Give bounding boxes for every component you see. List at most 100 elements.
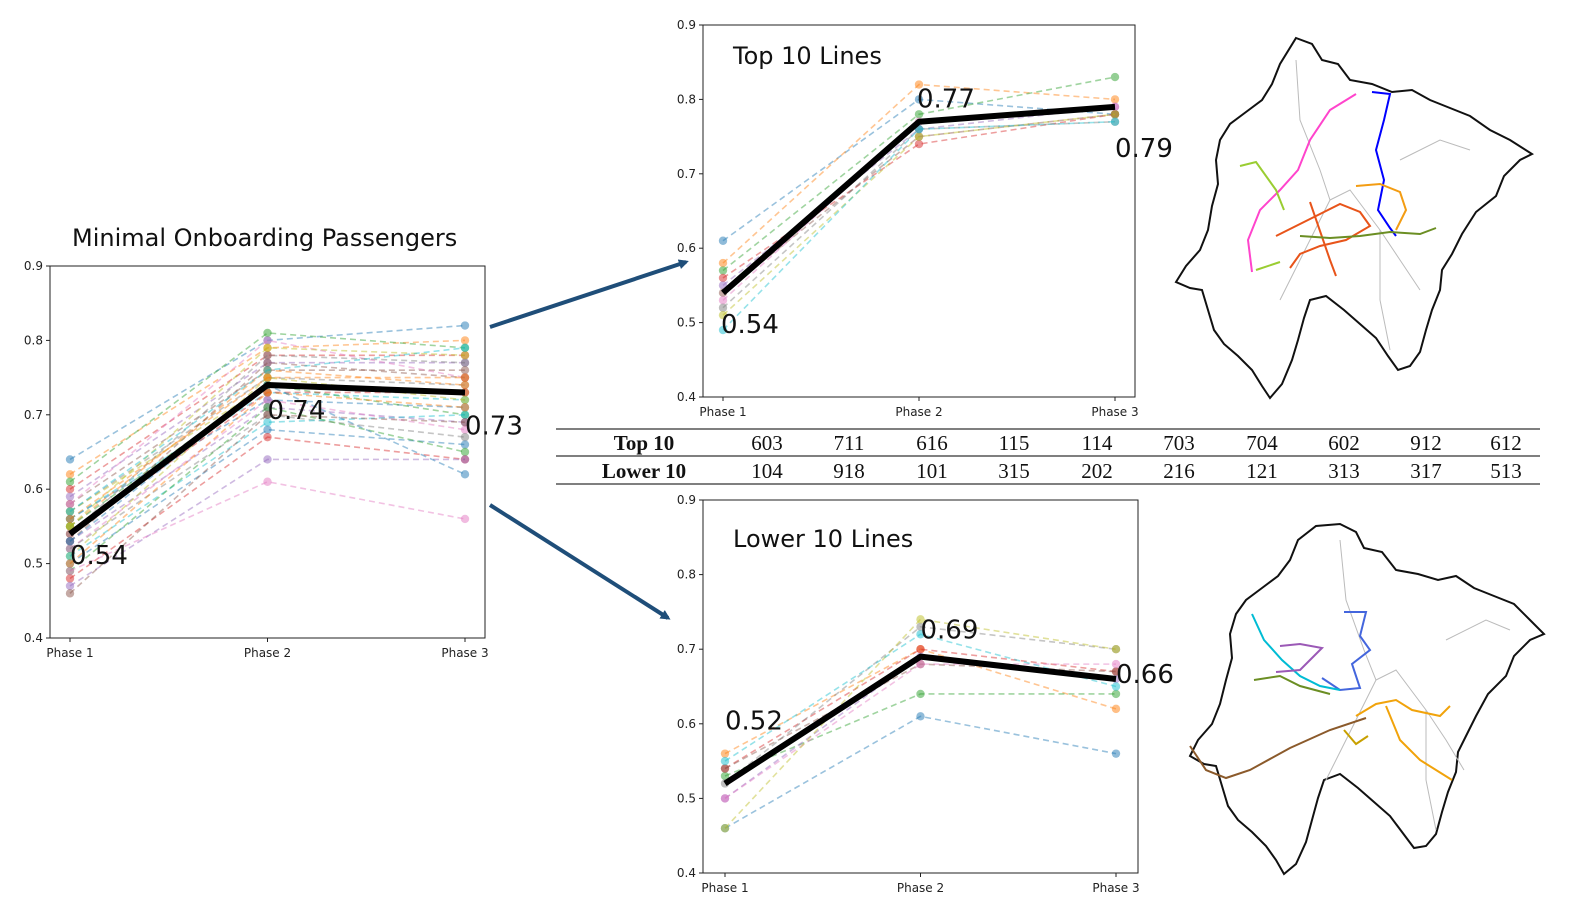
route-amber	[1355, 698, 1453, 781]
series-point	[1111, 704, 1121, 714]
series-point	[263, 395, 272, 405]
series-line	[69, 406, 466, 542]
series-line	[724, 715, 1117, 829]
series-point	[916, 615, 925, 624]
series-point	[460, 432, 470, 442]
x-tick-label: Phase 2	[895, 405, 942, 419]
y-tick-label: 0.7	[677, 642, 696, 656]
average-label: 0.77	[917, 85, 975, 115]
series-point	[460, 358, 470, 367]
series-point	[460, 514, 470, 524]
series-point	[65, 522, 75, 531]
table-cell: 115	[999, 431, 1030, 455]
table-cell: 703	[1163, 431, 1195, 455]
series-point	[263, 351, 272, 360]
series-point	[718, 273, 728, 283]
route-pink	[1246, 93, 1357, 273]
y-tick-label: 0.6	[677, 241, 696, 255]
series-point	[263, 328, 272, 338]
x-tick-label: Phase 2	[897, 881, 944, 895]
series-line	[69, 369, 465, 505]
series-point	[718, 236, 728, 245]
series-point	[720, 824, 730, 833]
average-label: 0.54	[721, 310, 779, 340]
series-point	[720, 756, 730, 766]
arrow-to-top10	[489, 259, 689, 329]
series-point	[263, 455, 272, 464]
route-lime	[1239, 160, 1285, 271]
series-point	[65, 507, 75, 516]
series-point	[263, 388, 272, 397]
series-point	[718, 325, 728, 335]
series-point	[263, 373, 272, 382]
y-tick-label: 0.6	[677, 717, 696, 731]
minimal-onboarding-chart: Minimal Onboarding Passengers 0.4 0.5 0.6 0.…	[24, 224, 523, 660]
series-point	[460, 365, 470, 375]
y-tick-label: 0.8	[677, 568, 696, 582]
average-label: 0.54	[70, 541, 128, 571]
table-cell: 313	[1328, 459, 1360, 483]
series-point	[263, 358, 272, 367]
series-point	[263, 477, 272, 486]
table-row-label: Top 10	[614, 431, 675, 455]
series-point	[914, 132, 924, 141]
series-point	[263, 336, 272, 345]
line-ids-table: Top 10 603 711 616 115 114 703 704 602 912 612 Lowe…	[556, 428, 1540, 485]
y-tick-label: 0.8	[24, 333, 43, 347]
route-olive	[1253, 674, 1331, 695]
table-cell: 121	[1246, 459, 1278, 483]
x-tick-label: Phase 1	[46, 646, 93, 660]
chart-title: Minimal Onboarding Passengers	[72, 224, 457, 252]
x-tick-label: Phase 1	[701, 881, 748, 895]
series-point	[1111, 689, 1121, 699]
x-tick-label: Phase 3	[1091, 405, 1138, 419]
series-point	[65, 455, 75, 464]
table-cell: 513	[1490, 459, 1522, 483]
series-point	[720, 764, 730, 773]
series-line	[722, 120, 1116, 309]
series-point	[720, 771, 730, 781]
series-point	[65, 544, 75, 553]
series-point	[1111, 749, 1121, 758]
series-point	[718, 258, 728, 268]
x-tick-label: Phase 1	[699, 405, 746, 419]
region-boundary	[1188, 522, 1546, 876]
route-orange	[1355, 182, 1408, 231]
route-purple	[1275, 642, 1325, 673]
series-line	[69, 480, 466, 572]
route-yellow	[1343, 729, 1369, 746]
series-point	[718, 296, 728, 305]
table-row-label: Lower 10	[602, 459, 686, 483]
series-point	[263, 425, 272, 434]
average-line	[723, 653, 1117, 786]
series-point	[718, 310, 728, 320]
series-line	[69, 399, 466, 550]
lower-10-routes-map	[1188, 522, 1546, 876]
average-line	[68, 382, 466, 537]
series-point	[916, 645, 925, 654]
x-tick-label: Phase 3	[441, 646, 488, 660]
series-line	[69, 428, 466, 565]
series-point	[718, 303, 728, 312]
y-tick-label: 0.5	[677, 316, 696, 330]
series-line	[69, 413, 466, 550]
chart-title: Top 10 Lines	[732, 42, 882, 70]
series-point	[460, 447, 470, 457]
top-10-routes-map	[1174, 36, 1535, 400]
y-tick-label: 0.8	[677, 92, 696, 106]
average-line	[721, 103, 1116, 296]
series-point	[460, 373, 470, 382]
average-label: 0.73	[465, 411, 523, 441]
series-point	[460, 351, 470, 360]
series-line	[69, 414, 466, 557]
series-point	[65, 492, 75, 501]
route-blue	[1371, 91, 1397, 237]
series-point	[1111, 659, 1121, 669]
internal-boundary	[1279, 59, 1471, 351]
table-cell: 918	[833, 459, 865, 483]
arrow-to-lower10	[488, 503, 671, 620]
table-cell: 317	[1410, 459, 1442, 483]
series-point	[65, 470, 75, 479]
series-point	[1111, 645, 1121, 654]
